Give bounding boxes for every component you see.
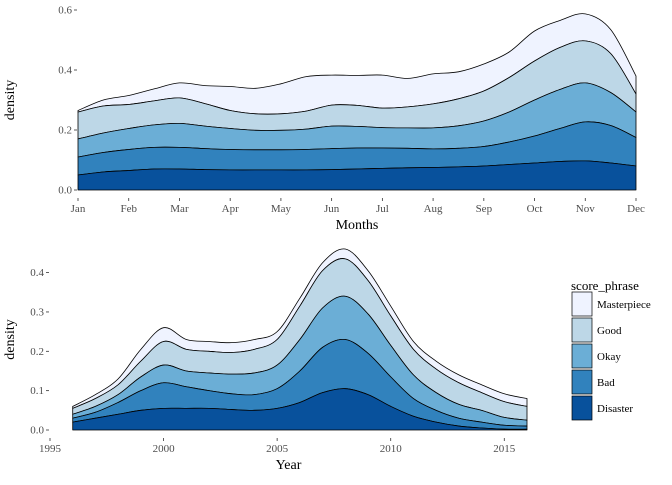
y-axis-title: density xyxy=(3,319,18,359)
y-tick-label: 0.4 xyxy=(30,267,44,279)
x-tick-label: Nov xyxy=(576,203,595,215)
area-disaster xyxy=(77,160,637,191)
y-tick-label: 0.4 xyxy=(58,65,72,77)
x-tick-label: Jul xyxy=(376,203,389,215)
y-axis-title: density xyxy=(3,80,18,120)
x-axis-title: Year xyxy=(276,458,302,473)
legend-label: Disaster xyxy=(597,403,633,415)
x-tick-label: 1995 xyxy=(39,443,62,455)
y-tick-label: 0.0 xyxy=(58,185,72,197)
legend-label: Masterpiece xyxy=(597,299,651,311)
x-tick-label: 2000 xyxy=(153,443,176,455)
x-axis-title: Months xyxy=(336,218,379,233)
area-disaster xyxy=(72,388,528,431)
x-tick-label: Dec xyxy=(627,203,645,215)
y-tick-label: 0.3 xyxy=(30,306,44,318)
y-tick-label: 0.0 xyxy=(30,425,44,437)
x-tick-label: 2015 xyxy=(493,443,516,455)
x-tick-label: Feb xyxy=(120,203,137,215)
x-tick-label: Jan xyxy=(71,203,86,215)
legend-key-good xyxy=(571,317,593,343)
chart-panel-year: 0.0 0.1 0.2 0.3 0.4 1995 2000 2005 2010 2015 Year d… xyxy=(3,248,528,473)
legend-key-bad xyxy=(571,369,593,395)
legend-key-masterpiece xyxy=(571,291,593,317)
legend-label: Bad xyxy=(597,377,615,389)
legend-label: Okay xyxy=(597,351,621,363)
legend-key-okay xyxy=(571,343,593,369)
x-tick-label: Oct xyxy=(527,203,543,215)
x-tick-label: Sep xyxy=(476,203,493,215)
x-tick-label: Aug xyxy=(424,203,443,215)
x-tick-label: May xyxy=(271,203,292,215)
y-tick-label: 0.6 xyxy=(58,5,72,17)
x-tick-label: Jun xyxy=(324,203,340,215)
x-tick-label: Apr xyxy=(222,203,239,215)
legend-key-disaster xyxy=(571,395,593,421)
chart-panel-months: 0.0 0.2 0.4 0.6 Jan Feb Mar Apr May Jun Jul Aug Sep O… xyxy=(3,5,645,234)
legend-label: Good xyxy=(597,325,622,337)
x-tick-label: Mar xyxy=(170,203,189,215)
y-tick-label: 0.2 xyxy=(30,346,44,358)
legend-title: score_phrase xyxy=(571,278,639,293)
legend: score_phrase Masterpiece Good Okay Bad Disas… xyxy=(571,278,651,421)
x-tick-label: 2010 xyxy=(380,443,403,455)
y-tick-label: 0.2 xyxy=(58,125,72,137)
x-tick-label: 2005 xyxy=(266,443,289,455)
y-tick-label: 0.1 xyxy=(30,385,44,397)
